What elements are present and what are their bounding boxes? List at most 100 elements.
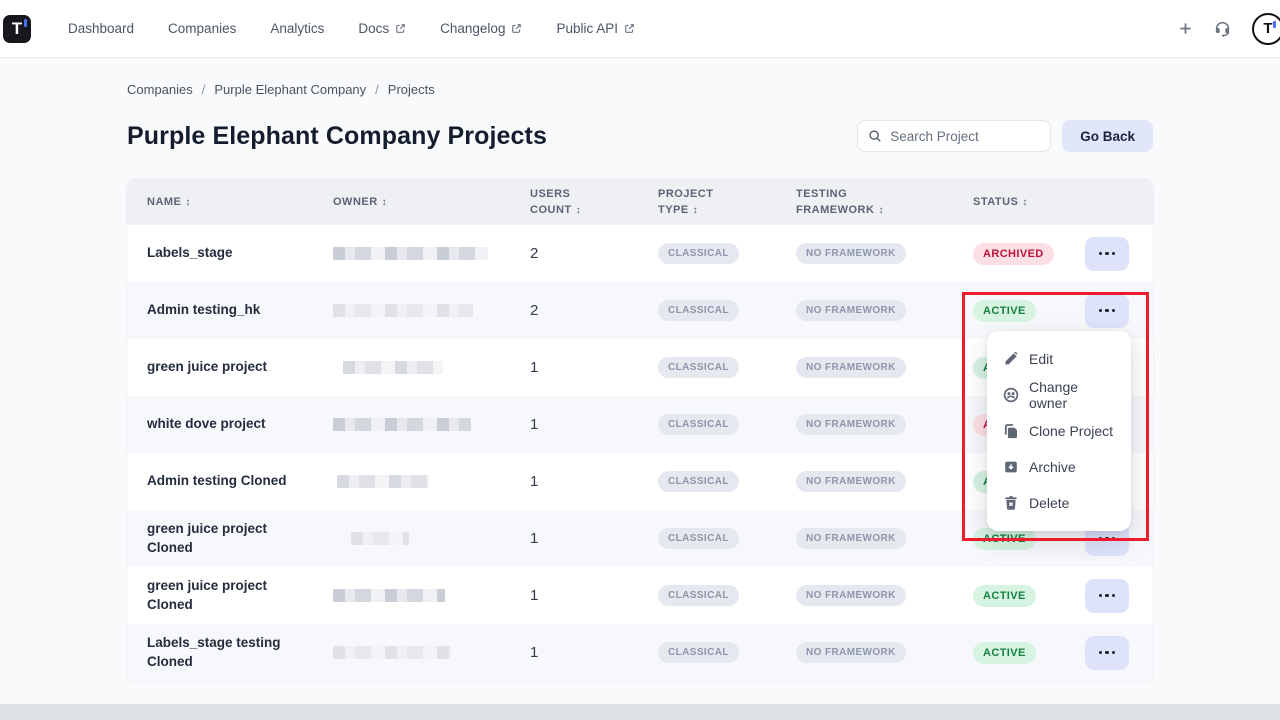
logo-accent xyxy=(24,18,27,27)
row-actions-menu: Edit Change owner Clone Project Archive xyxy=(987,331,1131,531)
users-count-value: 1 xyxy=(530,473,539,490)
column-header-name[interactable]: Name ↕ xyxy=(147,195,191,208)
table-header-row: Name ↕ Owner ↕ Users Count ↕ Project Type ↕ … xyxy=(127,179,1153,225)
framework-badge: NO FRAMEWORK xyxy=(796,414,906,435)
nav-item-docs[interactable]: Docs xyxy=(345,13,419,44)
nav-item-dashboard[interactable]: Dashboard xyxy=(68,21,135,36)
users-icon xyxy=(1003,387,1019,403)
menu-item-archive[interactable]: Archive xyxy=(987,449,1131,485)
project-name-link[interactable]: Admin testing Cloned xyxy=(147,473,287,489)
menu-item-delete[interactable]: Delete xyxy=(987,485,1131,521)
project-type-badge: CLASSICAL xyxy=(658,414,739,435)
owner-cell xyxy=(313,532,510,545)
sort-icon: ↕ xyxy=(1022,196,1028,208)
archive-icon xyxy=(1005,461,1017,473)
project-type-badge: CLASSICAL xyxy=(658,357,739,378)
sort-icon: ↕ xyxy=(185,196,191,208)
owner-cell xyxy=(313,361,510,374)
row-actions-button[interactable] xyxy=(1085,236,1129,271)
row-actions-button-open[interactable] xyxy=(1085,293,1129,328)
status-badge: ARCHIVED xyxy=(973,242,1054,265)
project-name-link[interactable]: Labels_stage testing Cloned xyxy=(147,635,281,669)
table-row: green juice project Cloned 1 CLASSICAL N… xyxy=(127,567,1153,624)
search-input[interactable] xyxy=(890,128,1031,144)
row-actions-button[interactable] xyxy=(1085,578,1129,613)
breadcrumb-projects[interactable]: Projects xyxy=(387,82,435,97)
framework-badge: NO FRAMEWORK xyxy=(796,300,906,321)
column-header-project-type[interactable]: Project Type ↕ xyxy=(658,187,714,217)
sort-icon: ↕ xyxy=(575,205,582,216)
owner-redacted-blur xyxy=(351,532,409,545)
framework-badge: NO FRAMEWORK xyxy=(796,528,906,549)
breadcrumb-separator: / xyxy=(201,82,206,97)
project-name-link[interactable]: green juice project xyxy=(147,359,268,375)
app-logo[interactable]: T xyxy=(3,14,31,43)
project-name-link[interactable]: white dove project xyxy=(147,416,266,432)
users-count-value: 1 xyxy=(530,530,539,547)
owner-cell xyxy=(313,589,510,602)
status-badge: ACTIVE xyxy=(973,641,1036,664)
user-avatar[interactable]: T xyxy=(1252,12,1280,45)
table-row: Labels_stage testing Cloned 1 CLASSICAL … xyxy=(127,624,1153,681)
breadcrumb-company[interactable]: Purple Elephant Company xyxy=(214,82,367,97)
owner-redacted-blur xyxy=(333,304,473,317)
table-row: Admin testing_hk 2 CLASSICAL NO FRAMEWOR… xyxy=(127,282,1153,339)
owner-redacted-blur xyxy=(343,361,443,374)
status-badge: ACTIVE xyxy=(973,299,1036,322)
main-nav: Dashboard Companies Analytics Docs Chang… xyxy=(55,13,648,44)
owner-redacted-blur xyxy=(333,589,445,602)
project-name-link[interactable]: Admin testing_hk xyxy=(147,302,261,318)
framework-badge: NO FRAMEWORK xyxy=(796,243,906,264)
nav-item-analytics[interactable]: Analytics xyxy=(270,21,325,36)
framework-badge: NO FRAMEWORK xyxy=(796,357,906,378)
row-actions-button[interactable] xyxy=(1085,635,1129,670)
owner-cell xyxy=(313,418,510,431)
sort-icon: ↕ xyxy=(692,205,699,216)
support-headset-icon[interactable] xyxy=(1213,19,1232,38)
column-header-testing-framework[interactable]: Testing Framework ↕ xyxy=(796,187,884,217)
status-badge: ACTIVE xyxy=(973,584,1036,607)
column-header-owner[interactable]: Owner ↕ xyxy=(333,195,388,208)
owner-redacted-blur xyxy=(333,418,471,431)
nav-item-companies[interactable]: Companies xyxy=(168,21,237,36)
sort-icon: ↕ xyxy=(381,196,388,208)
add-icon[interactable] xyxy=(1178,21,1193,36)
owner-redacted-blur xyxy=(333,247,488,260)
search-box[interactable] xyxy=(857,120,1052,152)
framework-badge: NO FRAMEWORK xyxy=(796,642,906,663)
project-name-link[interactable]: green juice project Cloned xyxy=(147,521,268,555)
project-type-badge: CLASSICAL xyxy=(658,585,739,606)
projects-table: Name ↕ Owner ↕ Users Count ↕ Project Type ↕ … xyxy=(127,179,1153,681)
nav-item-changelog[interactable]: Changelog xyxy=(427,13,535,44)
menu-item-change-owner[interactable]: Change owner xyxy=(987,377,1131,413)
owner-cell xyxy=(313,247,510,260)
menu-item-edit[interactable]: Edit xyxy=(987,341,1131,377)
table-row: Admin testing Cloned 1 CLASSICAL NO FRAM… xyxy=(127,453,1153,510)
breadcrumb: Companies / Purple Elephant Company / Pr… xyxy=(127,82,1153,97)
project-type-badge: CLASSICAL xyxy=(658,528,739,549)
copy-icon xyxy=(1004,424,1017,439)
external-link-icon xyxy=(396,24,405,33)
project-type-badge: CLASSICAL xyxy=(658,300,739,321)
nav-item-public-api[interactable]: Public API xyxy=(543,13,648,44)
menu-item-clone-project[interactable]: Clone Project xyxy=(987,413,1131,449)
project-type-badge: CLASSICAL xyxy=(658,471,739,492)
owner-cell xyxy=(313,646,510,659)
external-link-icon xyxy=(625,24,634,33)
column-header-status[interactable]: Status ↕ xyxy=(973,195,1028,208)
project-name-link[interactable]: green juice project Cloned xyxy=(147,578,268,612)
go-back-button[interactable]: Go Back xyxy=(1062,120,1153,152)
users-count-value: 2 xyxy=(530,245,539,262)
breadcrumb-companies[interactable]: Companies xyxy=(127,82,193,97)
app-logo-letter: T xyxy=(11,18,23,38)
project-type-badge: CLASSICAL xyxy=(658,243,739,264)
navbar-right-cluster: T xyxy=(1178,12,1280,45)
pencil-icon xyxy=(1005,351,1018,365)
column-header-users-count[interactable]: Users Count ↕ xyxy=(530,187,582,217)
project-name-link[interactable]: Labels_stage xyxy=(147,245,233,261)
top-navbar: T Dashboard Companies Analytics Docs Cha… xyxy=(0,0,1280,58)
table-row: Labels_stage 2 CLASSICAL NO FRAMEWORK AR… xyxy=(127,225,1153,282)
owner-cell xyxy=(313,475,510,488)
owner-redacted-blur xyxy=(333,646,451,659)
users-count-value: 2 xyxy=(530,302,539,319)
